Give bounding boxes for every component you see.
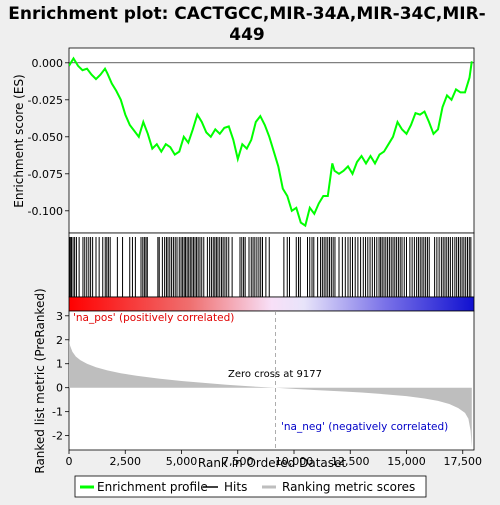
es-y-tick-label: -0.075 (28, 168, 63, 181)
zero-cross-label: Zero cross at 9177 (228, 369, 322, 380)
rank-y-tick-label: 2 (56, 334, 63, 347)
es-y-axis: 0.000 -0.025 -0.050 -0.075 -0.100 (28, 57, 69, 218)
rank-y-axis: 3 2 1 0 -1 -2 (52, 310, 69, 443)
rank-y-tick-label: 3 (56, 310, 63, 323)
rank-color-bar (68, 296, 475, 312)
rank-y-tick-label: 1 (56, 358, 63, 371)
rank-y-axis-label: Ranked list metric (PreRanked) (33, 288, 47, 473)
chart-title-line-2: 449 (229, 25, 265, 45)
hit-marks (69, 237, 472, 297)
rank-x-tick-label: 7,500 (222, 455, 254, 468)
es-y-axis-label: Enrichment score (ES) (12, 74, 26, 207)
rank-x-axis-label: Rank in Ordered Dataset (198, 456, 346, 470)
legend-enrichment-label: Enrichment profile (97, 480, 208, 494)
rank-x-tick-label: 10,000 (275, 455, 314, 468)
legend-ranking-label: Ranking metric scores (282, 480, 415, 494)
chart-title-line-1: Enrichment plot: CACTGCC,MIR-34A,MIR-34C… (8, 4, 485, 24)
ranking-metric-area (69, 339, 472, 448)
rank-x-tick-label: 5,000 (166, 455, 198, 468)
rank-x-axis: 0 2,500 5,000 7,500 10,000 12,500 15,000 17,500 (66, 450, 483, 468)
es-panel-frame (68, 47, 475, 234)
rank-y-tick-label: -2 (52, 430, 63, 443)
es-y-tick-label: 0.000 (32, 57, 64, 70)
rank-y-tick-label: -1 (52, 406, 63, 419)
enrichment-profile-line (69, 56, 473, 228)
legend-hits-label: Hits (224, 480, 247, 494)
rank-y-tick-label: 0 (56, 382, 63, 395)
rank-x-tick-label: 17,500 (444, 455, 483, 468)
negative-correlation-label: 'na_neg' (negatively correlated) (281, 421, 448, 433)
rank-x-tick-label: 2,500 (110, 455, 142, 468)
es-y-tick-label: -0.050 (28, 131, 63, 144)
es-y-tick-label: -0.100 (28, 205, 63, 218)
legend-box (74, 475, 427, 498)
rank-x-tick-label: 0 (66, 455, 73, 468)
rank-x-tick-label: 15,000 (387, 455, 426, 468)
positive-correlation-label: 'na_pos' (positively correlated) (73, 312, 234, 324)
es-y-tick-label: -0.025 (28, 94, 63, 107)
rank-x-tick-label: 12,500 (331, 455, 370, 468)
